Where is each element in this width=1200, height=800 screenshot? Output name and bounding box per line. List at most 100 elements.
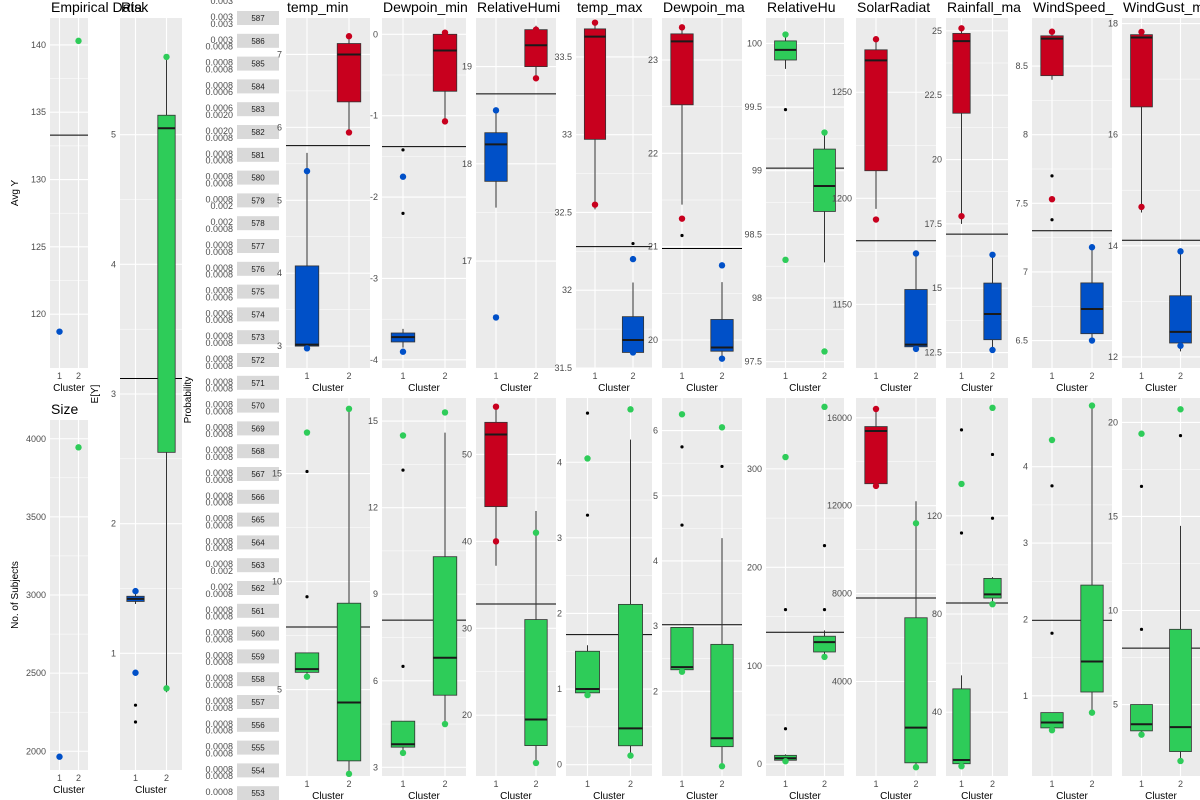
facet-strip (237, 33, 279, 48)
x-tick-label: 2 (346, 371, 351, 381)
probability-tick-label: 0.0008 (205, 224, 233, 234)
probability-tick-label: 0.002 (210, 201, 233, 211)
panel-background (766, 398, 844, 776)
x-tick-label: 1 (592, 371, 597, 381)
box-body (710, 319, 734, 352)
x-tick-label: 2 (822, 371, 827, 381)
data-point (629, 349, 637, 356)
y-tick-label: 120 (927, 511, 942, 521)
probability-tick-label: 0.0008 (205, 703, 233, 713)
x-tick-label: 1 (1049, 371, 1054, 381)
data-point (989, 404, 996, 412)
y-tick-label: 200 (747, 562, 762, 572)
data-point (1177, 342, 1184, 349)
x-tick-label: 2 (76, 773, 81, 783)
probability-tick-label: 0.0006 (205, 308, 233, 318)
facet-strip-label: 565 (251, 516, 265, 525)
x-tick-label: 1 (133, 773, 138, 783)
x-tick-label: 2 (442, 779, 447, 789)
data-point (1050, 484, 1054, 488)
y-tick-label: 8000 (832, 589, 852, 599)
probability-tick-label: 0.0008 (205, 742, 233, 752)
y-tick-label: 6 (653, 426, 658, 436)
box-body (813, 635, 836, 653)
x-tick-label: 1 (304, 371, 309, 381)
data-point (441, 720, 449, 728)
y-tick-label: 1200 (832, 193, 852, 203)
y-tick-label: 3000 (26, 590, 46, 600)
probability-tick-label: 0.002 (210, 582, 233, 592)
facet-strip-label: 567 (251, 470, 265, 479)
panel-dewpoint_min_a: -4 -3 -2 -1 0 1 2 Dewpoin_min Cluster (370, 0, 468, 394)
y-tick-label: 5 (277, 685, 282, 695)
box-body (432, 556, 458, 696)
data-point (1138, 430, 1145, 437)
data-point (1048, 726, 1056, 734)
probability-tick-label: 0.0008 (205, 338, 233, 348)
box-body (904, 617, 928, 764)
data-point (399, 173, 407, 180)
facet-strip (237, 125, 279, 139)
box-body (904, 289, 928, 348)
y-tick-label: 20 (648, 335, 658, 345)
facet-strip (237, 193, 279, 208)
y-tick-label: 20 (932, 155, 942, 165)
panel-title: Size (51, 401, 78, 417)
box-body (157, 114, 176, 453)
facet-strip (237, 56, 279, 71)
data-point (959, 428, 964, 432)
probability-tick-label: 0.003 (210, 19, 233, 29)
y-tick-label: -1 (370, 111, 378, 121)
x-tick-label: 1 (1139, 371, 1144, 381)
x-tick-label: 2 (1089, 779, 1094, 789)
facet-strip-label: 574 (251, 310, 265, 319)
probability-tick-label: 0.0008 (205, 354, 233, 364)
data-point (1050, 174, 1054, 178)
y-tick-label: 6 (373, 676, 378, 686)
y-tick-label: 18 (1108, 19, 1118, 29)
data-point (56, 328, 63, 335)
data-point (718, 355, 726, 362)
y-tick-label: 100 (747, 661, 762, 671)
data-point (783, 727, 788, 731)
box-body (1080, 584, 1104, 693)
data-point (345, 33, 353, 40)
data-point (399, 432, 407, 439)
facet-strip (237, 11, 279, 25)
data-point (678, 215, 686, 222)
x-axis-label: Cluster (961, 791, 993, 800)
y-tick-label: 19 (462, 62, 472, 72)
facet-strip-label: 576 (251, 265, 265, 274)
facet-strip (237, 239, 279, 253)
probability-tick-label: 0.0008 (205, 787, 233, 797)
x-tick-label: 1 (57, 773, 62, 783)
data-point (441, 118, 449, 125)
x-tick-label: 1 (873, 371, 878, 381)
probability-tick-label: 0.0008 (205, 156, 233, 166)
y-tick-label: 15 (368, 416, 378, 426)
y-axis-label: E[Y] (90, 384, 101, 403)
facet-strip-label: 571 (251, 379, 265, 388)
box-body (864, 49, 888, 172)
facet-strip-label: 580 (251, 174, 265, 183)
facet-strip (237, 307, 279, 322)
probability-tick-label: 0.003 (210, 35, 233, 45)
data-point (1139, 484, 1144, 488)
y-tick-label: 1 (111, 648, 116, 658)
y-tick-label: 3 (277, 341, 282, 351)
x-tick-label: 1 (493, 371, 498, 381)
facet-strip (237, 353, 279, 367)
x-axis-label: Cluster (1145, 383, 1177, 394)
data-point (1048, 28, 1056, 35)
y-tick-label: 2 (557, 608, 562, 618)
panel-title: Empirical Data (51, 0, 142, 15)
y-tick-label: 1 (1023, 691, 1028, 701)
panel-title: SolarRadiat (857, 0, 930, 15)
x-axis-label: Cluster (880, 791, 912, 800)
y-tick-label: 16 (1108, 130, 1118, 140)
x-tick-label: 2 (1178, 779, 1183, 789)
data-point (718, 262, 726, 269)
data-point (1088, 402, 1096, 409)
y-tick-label: 4 (653, 556, 658, 566)
